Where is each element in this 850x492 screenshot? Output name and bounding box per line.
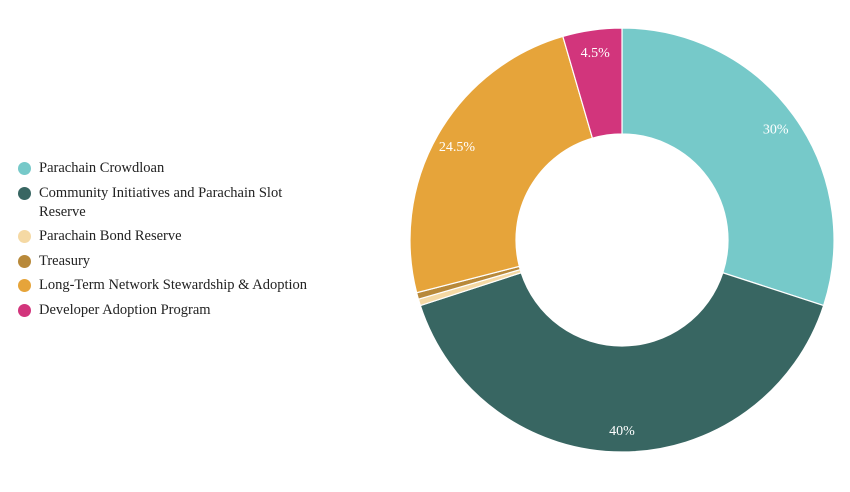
legend-item[interactable]: Treasury bbox=[18, 252, 328, 271]
legend-label: Treasury bbox=[39, 252, 91, 269]
chart-legend: Parachain Crowdloan Community Initiatives… bbox=[18, 159, 328, 325]
slice-data-label: 30% bbox=[763, 122, 789, 137]
legend-item[interactable]: Parachain Bond Reserve bbox=[18, 227, 328, 246]
legend-item[interactable]: Developer Adoption Program bbox=[18, 301, 328, 320]
legend-label: Developer Adoption Program bbox=[39, 301, 211, 318]
legend-label: Parachain Crowdloan bbox=[39, 160, 165, 176]
legend-item[interactable]: Parachain Crowdloan bbox=[18, 159, 328, 178]
legend-label: Long-Term Network Stewardship & Adoption bbox=[39, 277, 308, 293]
legend-swatch bbox=[18, 230, 31, 243]
legend-label: Community Initiatives and Parachain Slot… bbox=[39, 184, 283, 220]
donut-slice[interactable] bbox=[562, 27, 623, 139]
legend-swatch bbox=[18, 303, 31, 317]
legend-label: Parachain Bond Reserve bbox=[39, 228, 182, 244]
slice-data-label: 4.5% bbox=[581, 46, 611, 61]
legend-swatch bbox=[18, 162, 31, 175]
legend-swatch bbox=[18, 254, 31, 268]
slice-data-label: 24.5% bbox=[439, 140, 476, 155]
donut-slice[interactable] bbox=[409, 35, 594, 294]
legend-item[interactable]: Community Initiatives and Parachain Slot… bbox=[18, 184, 328, 222]
slice-data-label: 40% bbox=[609, 424, 635, 439]
donut-slice[interactable] bbox=[621, 27, 835, 307]
legend-swatch bbox=[18, 279, 31, 292]
donut-slice[interactable] bbox=[419, 272, 825, 453]
legend-item[interactable]: Long-Term Network Stewardship & Adoption bbox=[18, 276, 328, 295]
legend-swatch bbox=[18, 186, 31, 200]
